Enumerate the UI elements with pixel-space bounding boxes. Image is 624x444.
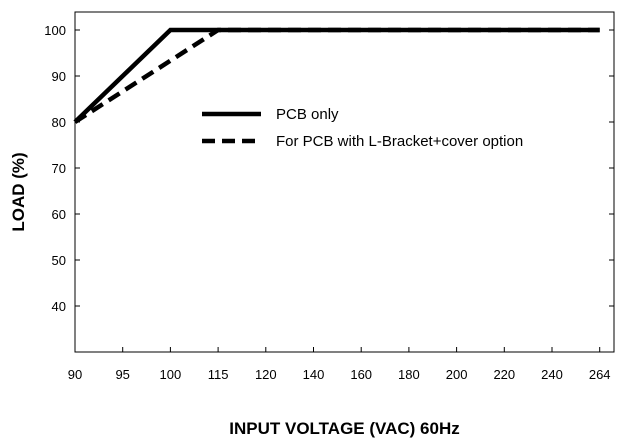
x-tick-label: 90 (68, 367, 82, 382)
axes (74, 11, 615, 353)
plot-frame (74, 11, 615, 353)
x-tick-label: 240 (541, 367, 563, 382)
x-tick-label: 264 (589, 367, 611, 382)
legend-label-1: PCB only (276, 106, 339, 123)
y-tick-label: 60 (52, 207, 66, 222)
x-tick-label: 200 (446, 367, 468, 382)
x-tick-label: 100 (160, 367, 182, 382)
y-tick-label: 90 (52, 69, 66, 84)
y-tick-label: 50 (52, 253, 66, 268)
tick-marks (74, 29, 614, 352)
x-axis-title: INPUT VOLTAGE (VAC) 60Hz (229, 419, 459, 438)
x-tick-label: 115 (208, 367, 229, 382)
x-tick-label: 95 (115, 367, 129, 382)
series-lines (73, 27, 600, 124)
x-tick-label: 140 (303, 367, 325, 382)
y-tick-label: 40 (52, 299, 66, 314)
x-tick-label: 160 (350, 367, 372, 382)
y-tick-label: 80 (52, 115, 66, 130)
tick-labels: 40 50 60 70 80 90 100 90 95 100 115 120 140 160 180 200… (44, 23, 610, 382)
legend: PCB only For PCB with L-Bracket+cover opt… (202, 106, 523, 150)
legend-label-2: For PCB with L-Bracket+cover option (276, 133, 523, 150)
y-axis-title: LOAD (%) (9, 152, 28, 231)
x-tick-label: 220 (493, 367, 515, 382)
series-line-pcb-l-bracket-cover (73, 27, 600, 124)
y-tick-label: 100 (44, 23, 66, 38)
y-tick-label: 70 (52, 161, 66, 176)
x-tick-label: 120 (255, 367, 277, 382)
x-tick-label: 180 (398, 367, 420, 382)
